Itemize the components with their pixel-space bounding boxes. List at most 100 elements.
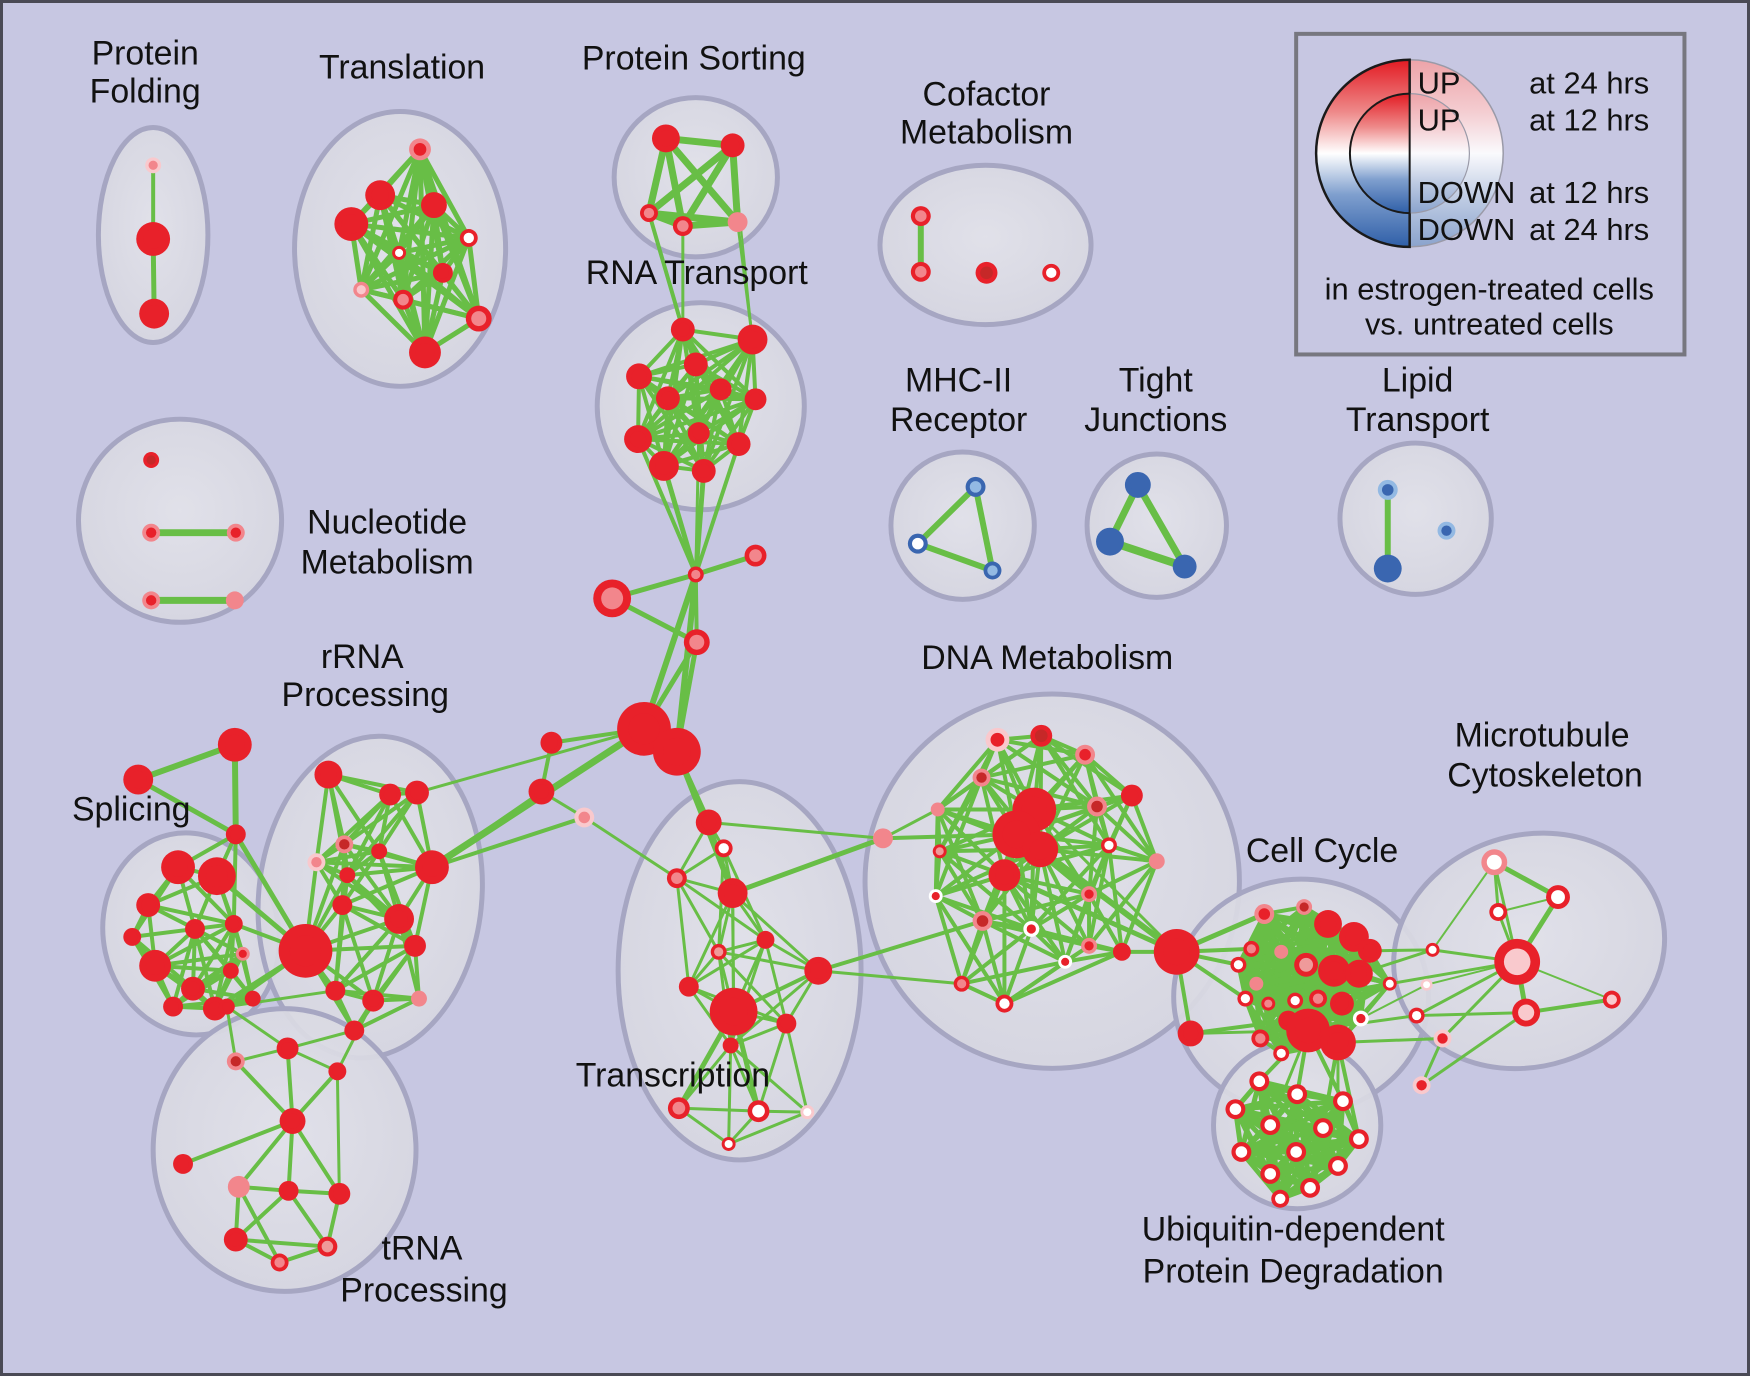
network-edge-tr	[348, 221, 472, 241]
network-edge-dna	[1063, 949, 1124, 964]
node-nm-4-center	[229, 595, 241, 606]
network-nodes-layer	[123, 124, 1621, 1272]
cluster-tj-label-0: Tight	[1119, 361, 1194, 399]
legend-row-up24-label: UP	[1418, 66, 1461, 101]
network-edge-dna	[1029, 843, 1111, 931]
network-edge-tr	[358, 250, 402, 293]
network-link-dna-hub	[1032, 807, 1179, 954]
node-rrna-11-center	[289, 935, 322, 967]
network-edge-txn	[675, 876, 767, 942]
network-link-rt-hub	[636, 437, 698, 577]
network-edge-tr	[396, 235, 472, 256]
network-edge-sp	[135, 777, 239, 837]
node-dna-15-center	[1084, 889, 1094, 899]
cluster-pf-label-1: Folding	[90, 73, 201, 111]
legend-row-down12-time: at 12 hrs	[1529, 175, 1649, 210]
node-txn-4-center	[760, 934, 771, 946]
node-cm-1-center	[915, 266, 927, 278]
node-trna-0-center	[222, 1001, 232, 1012]
node-tr-8-center	[397, 293, 409, 306]
node-dna-8-center	[1002, 820, 1031, 849]
network-edge-rrna	[345, 792, 393, 878]
node-ub-6-center	[1235, 1146, 1248, 1158]
node-tr-7-center	[356, 285, 366, 295]
node-nm-3-center	[145, 595, 157, 606]
node-txn-7-center	[683, 980, 695, 993]
node-txn-11-center	[672, 1101, 686, 1115]
node-tr-6-center	[437, 267, 449, 279]
node-dna-11-center	[1104, 840, 1114, 850]
node-txn-0-center	[701, 814, 717, 830]
node-cc-18-center	[1295, 1017, 1321, 1044]
node-cc-23-center	[1385, 979, 1394, 988]
network-edge-tr	[417, 146, 472, 241]
node-nm-0-center	[146, 455, 156, 465]
node-ub-4-center	[1264, 1119, 1277, 1131]
node-tr-0-center	[413, 143, 427, 156]
cluster-cm-ellipse	[877, 162, 1094, 328]
network-edge-dna	[933, 894, 1007, 1006]
node-ps-2-center	[643, 207, 655, 219]
node-sp-10-center	[186, 981, 200, 996]
node-cc-21-center	[1276, 1048, 1286, 1059]
node-rrna-1-center	[383, 788, 397, 801]
node-rrna-9-center	[390, 910, 408, 928]
node-dna-22-center	[957, 979, 967, 989]
node-lt-0-center	[1381, 484, 1394, 496]
network-link-rt-hub	[661, 463, 699, 577]
node-sp-3-center	[168, 857, 188, 878]
network-edge-txn	[717, 950, 788, 1026]
node-hub-2-center	[545, 736, 558, 750]
cluster-mhc-ellipse	[888, 449, 1037, 602]
network-edge-rt	[636, 437, 741, 447]
node-cc-5-center	[1246, 944, 1256, 954]
node-ps-3-center	[677, 220, 689, 232]
network-edge-dna	[979, 752, 1088, 780]
network-edge-rrna	[314, 860, 434, 870]
network-edge-txn	[687, 891, 735, 989]
node-rrna-15-center	[348, 1024, 361, 1037]
node-dna-6-center	[1091, 800, 1103, 813]
node-cc-6-center	[1277, 947, 1286, 956]
node-dna-10-center	[935, 847, 944, 856]
network-edge-tr	[358, 270, 446, 293]
network-edge-trna	[233, 1188, 291, 1242]
network-edge-tr	[348, 221, 428, 355]
node-trna-1-center	[230, 1056, 241, 1067]
node-trna-11-center	[274, 1257, 285, 1268]
network-edge-rt	[636, 387, 723, 442]
node-mt-3-center	[1428, 945, 1437, 954]
node-dna-20-center	[1116, 946, 1128, 958]
network-edge-cc	[1236, 962, 1336, 973]
node-mt-9-center	[1606, 994, 1617, 1005]
node-hub-6-center	[749, 549, 762, 562]
network-edge-rt	[701, 397, 758, 473]
network-edge-hub	[641, 571, 699, 732]
node-rt-6-center	[749, 392, 762, 406]
node-hub-5-center	[691, 569, 701, 580]
node-dna-0-center	[990, 732, 1005, 747]
network-link-txn-dna	[816, 918, 985, 973]
cluster-mhc-label-1: Receptor	[890, 401, 1027, 439]
network-link-hub-rrna	[429, 815, 587, 870]
cluster-txn-label-0: Transcription	[576, 1056, 770, 1094]
node-ps-0-center	[657, 130, 675, 147]
network-edge-trna	[236, 1119, 295, 1189]
node-sp-9-center	[145, 956, 165, 976]
node-cm-0-center	[915, 210, 927, 222]
network-edge-txn	[677, 1106, 761, 1113]
node-trna-6-center	[232, 1180, 246, 1194]
node-ub-10-center	[1332, 1160, 1344, 1172]
cluster-cm-label-0: Cofactor	[923, 76, 1051, 114]
network-edge-dna	[980, 918, 1007, 1006]
node-hub-11-center	[1183, 1025, 1199, 1041]
legend-row-down12-label: DOWN	[1418, 175, 1516, 210]
node-rrna-0-center	[320, 766, 337, 783]
network-edge-dna	[1002, 959, 1068, 1006]
node-cc-1-center	[1299, 902, 1309, 912]
cluster-trna-ellipse	[150, 1006, 419, 1294]
network-edge-trna	[225, 1005, 238, 1063]
node-dna-21-center	[999, 998, 1010, 1009]
network-edge-rrna	[314, 849, 382, 865]
